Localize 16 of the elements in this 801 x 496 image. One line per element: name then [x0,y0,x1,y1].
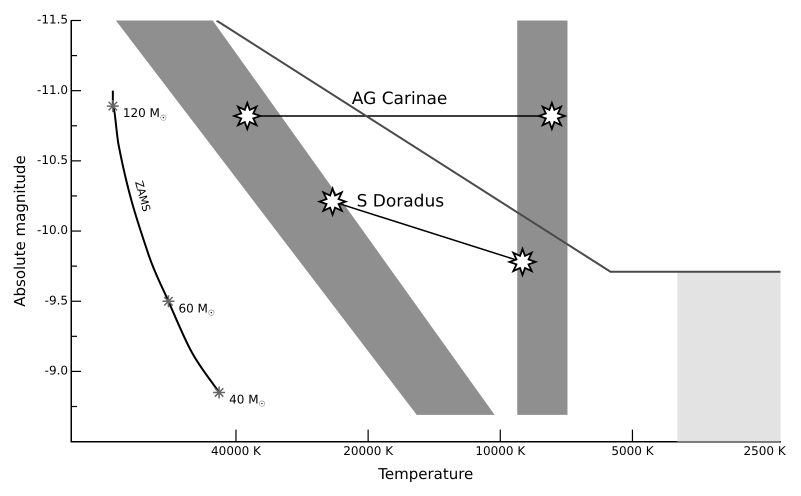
x-tick-label: 5000 K [611,444,655,458]
x-axis-title: Temperature [377,464,474,483]
series-label: S Doradus [356,192,444,212]
y-tick-label: -10.0 [36,223,68,238]
y-tick-label: -11.0 [36,82,68,97]
y-tick-label: -9.0 [44,364,68,378]
x-tick-label: 20000 K [343,444,394,458]
y-axis-title: Absolute magnitude [10,155,29,307]
text: ZAMS [132,179,153,214]
y-tick-label: -9.5 [44,293,68,308]
series-label: AG Carinae [352,88,448,109]
y-tick-label: -11.5 [36,12,68,27]
x-tick-label: 40000 K [211,444,262,458]
x-tick-label: 2500 K [743,444,787,458]
x-tick-label: 10000 K [475,444,526,458]
y-tick-label: -10.5 [36,152,68,167]
